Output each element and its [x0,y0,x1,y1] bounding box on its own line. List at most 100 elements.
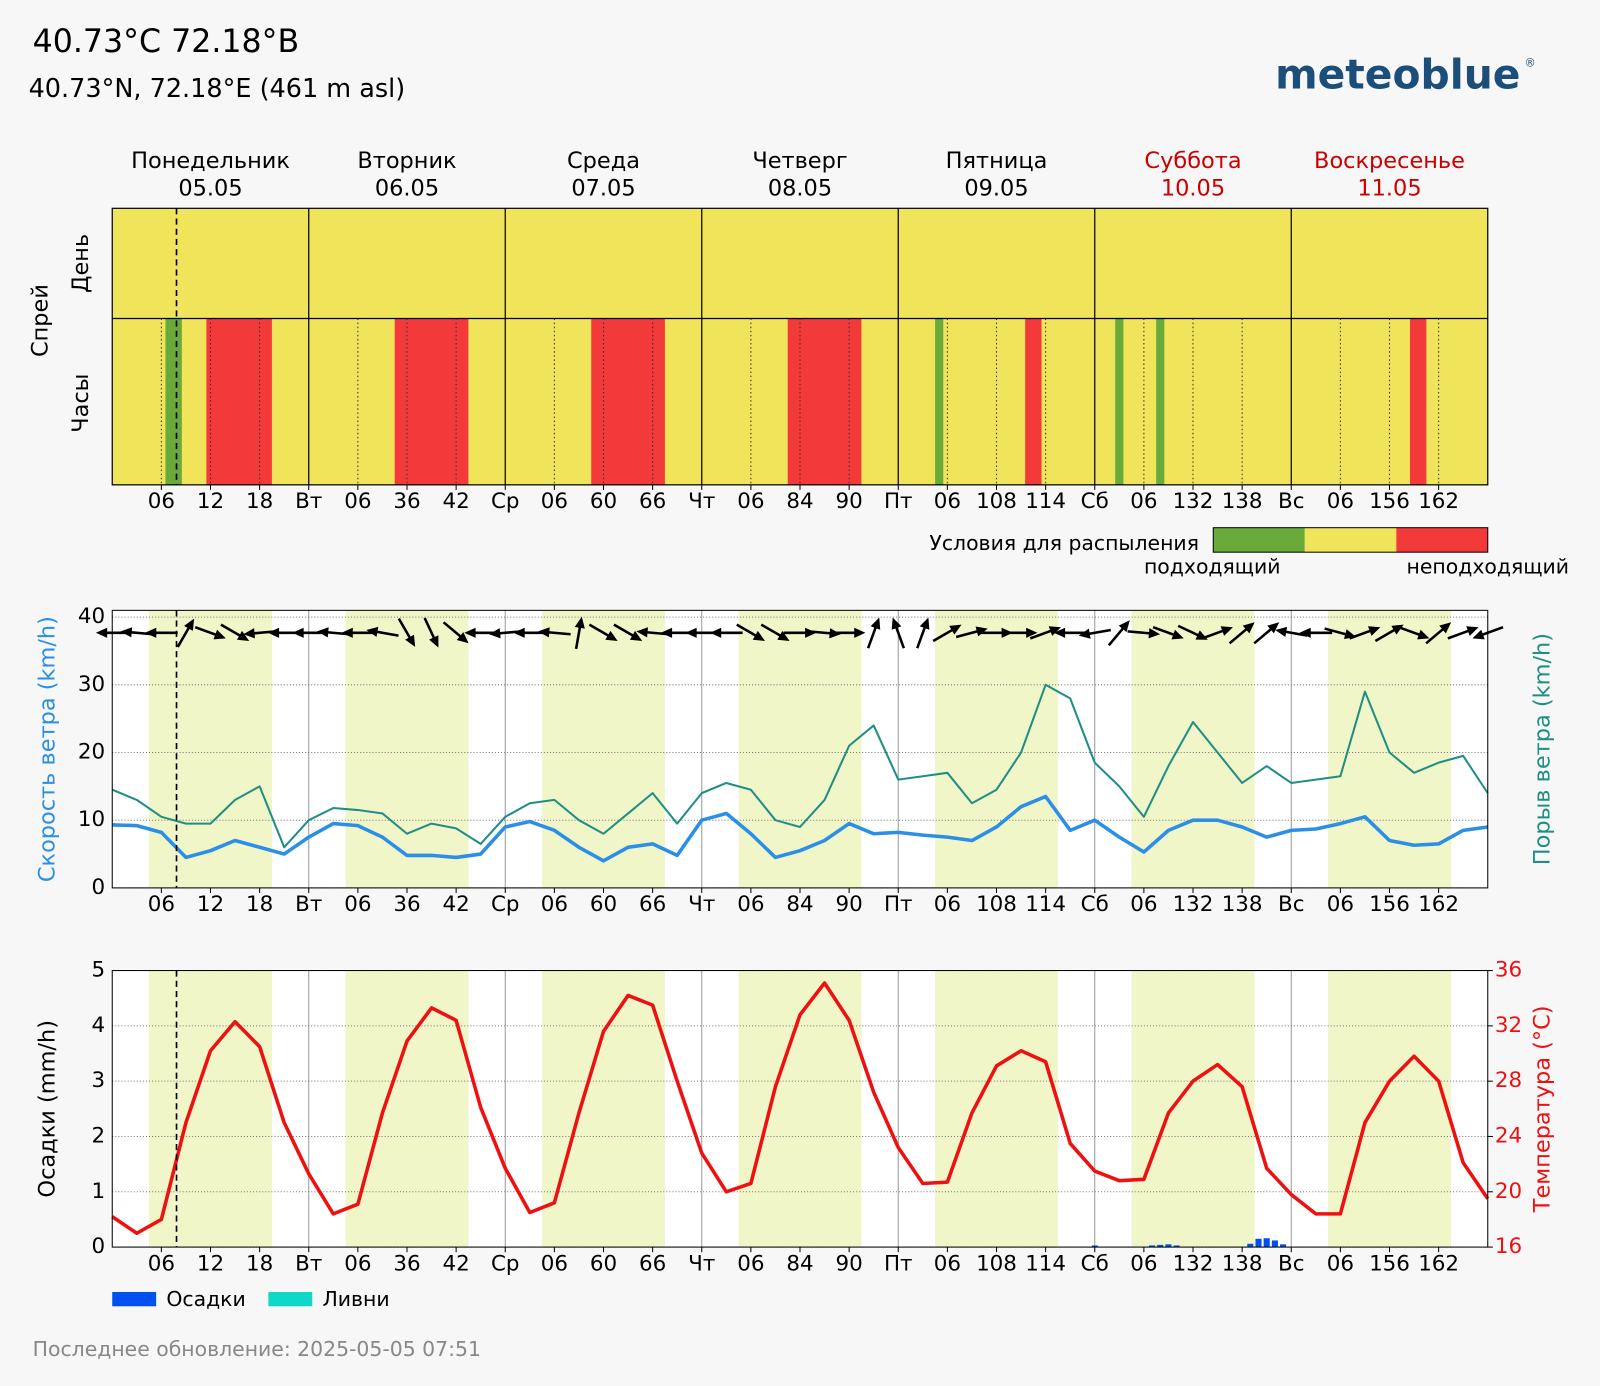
day-cell [701,208,899,319]
precip-bar [1280,1244,1287,1248]
x-tick-label: 18 [246,892,273,917]
wind-arrow [1472,626,1504,640]
x-tick-label: 06 [541,1251,568,1276]
legend-swatch [112,1291,157,1307]
x-tick-label: Ср [491,892,520,917]
x-tick-label: 06 [1130,892,1157,917]
x-tick-label: 18 [246,1251,273,1276]
x-tick-label: Вс [1278,892,1304,917]
x-tick-label: 06 [934,892,961,917]
x-tick-label: Сб [1081,489,1109,514]
arrow-head [854,627,866,638]
x-tick-label: 162 [1418,1251,1459,1276]
x-tick-label: 06 [148,489,175,514]
arrow-head [243,628,255,639]
x-tick-label: Чт [688,489,715,514]
wind-arrow [613,623,643,641]
y2-tick-label: 36 [1495,958,1522,983]
legend-swatch [268,1291,313,1307]
day-cell [1094,208,1292,319]
wind-arrow [442,621,469,644]
day-cell [308,208,506,319]
wind-arrow [736,623,766,641]
hour-segment [591,318,665,485]
arrow-head [405,634,416,647]
hour-segment [206,318,272,485]
x-tick-label: 156 [1369,1251,1410,1276]
x-tick-label: 156 [1369,489,1410,514]
y-tick-label: 0 [91,875,105,900]
x-tick-label: Сб [1081,892,1109,917]
x-tick-label: Вс [1278,489,1304,514]
wind-arrow [955,626,988,639]
day-date: 06.05 [375,175,439,201]
day-name: Суббота [1144,148,1241,174]
logo: meteoblue [1275,51,1520,99]
arrow-head [1367,626,1381,636]
x-tick-label: 138 [1222,1251,1263,1276]
day-date: 10.05 [1161,175,1225,201]
y2-tick-label: 32 [1495,1013,1522,1038]
hour-segment [1156,318,1165,485]
y-tick-label: 3 [91,1068,105,1093]
hour-segment [1025,318,1042,485]
x-tick-label: Вт [295,892,322,917]
y-tick-label: 0 [91,1234,105,1259]
x-tick-label: 06 [148,1251,175,1276]
x-tick-label: Пт [884,489,913,514]
x-tick-label: 108 [976,892,1017,917]
hour-segment [935,318,944,485]
wind-arrow [574,616,585,650]
x-tick-label: 06 [934,489,961,514]
wind-arrow [194,626,226,640]
x-tick-label: Чт [688,892,715,917]
wind-arrow [1201,626,1233,640]
x-tick-label: 12 [197,892,224,917]
arrow-head [1439,622,1452,634]
x-tick-label: 132 [1173,1251,1214,1276]
legend-label: неподходящий [1407,554,1569,578]
title: 40.73°C 72.18°В [33,24,300,60]
x-tick-label: 06 [934,1251,961,1276]
wind-arrow [891,617,906,649]
precip-bar [1263,1238,1270,1248]
x-tick-label: 108 [976,1251,1017,1276]
x-tick-label: 06 [1327,892,1354,917]
series-line [111,981,1490,1236]
arrow-head [267,627,280,638]
day-name: Понедельник [131,148,290,174]
y-tick-label: 10 [78,807,105,832]
x-tick-label: 162 [1418,892,1459,917]
wind-arrow [588,623,618,641]
wind-arrow [932,624,962,643]
daylight [345,610,469,888]
x-tick-label: 108 [976,489,1017,514]
arrow-head [513,627,525,638]
hour-segment [1115,318,1124,485]
arrow-head [488,628,501,639]
y-tick-label: 40 [78,604,105,629]
wind-arrow [760,623,790,641]
precip-bar [1157,1244,1164,1248]
arrow-head [1299,627,1311,638]
daylight [149,970,272,1248]
arrow-head [752,630,766,641]
day-date: 05.05 [178,175,242,201]
precip-bar [1247,1243,1254,1248]
arrow-head [975,626,988,637]
wind-arrow [1275,626,1308,637]
x-tick-label: 66 [639,489,666,514]
x-tick-label: Пт [884,1251,913,1276]
x-tick-label: 162 [1418,489,1459,514]
wind-arrow [366,626,399,637]
arrow-head [538,627,550,638]
wind-arrow [1152,626,1184,640]
arrow-head [1026,627,1038,638]
daylight [1131,610,1255,888]
wind-arrow [341,627,375,638]
day-date: 11.05 [1357,175,1421,201]
x-tick-label: Сб [1081,1251,1109,1276]
series-line [112,794,1488,863]
